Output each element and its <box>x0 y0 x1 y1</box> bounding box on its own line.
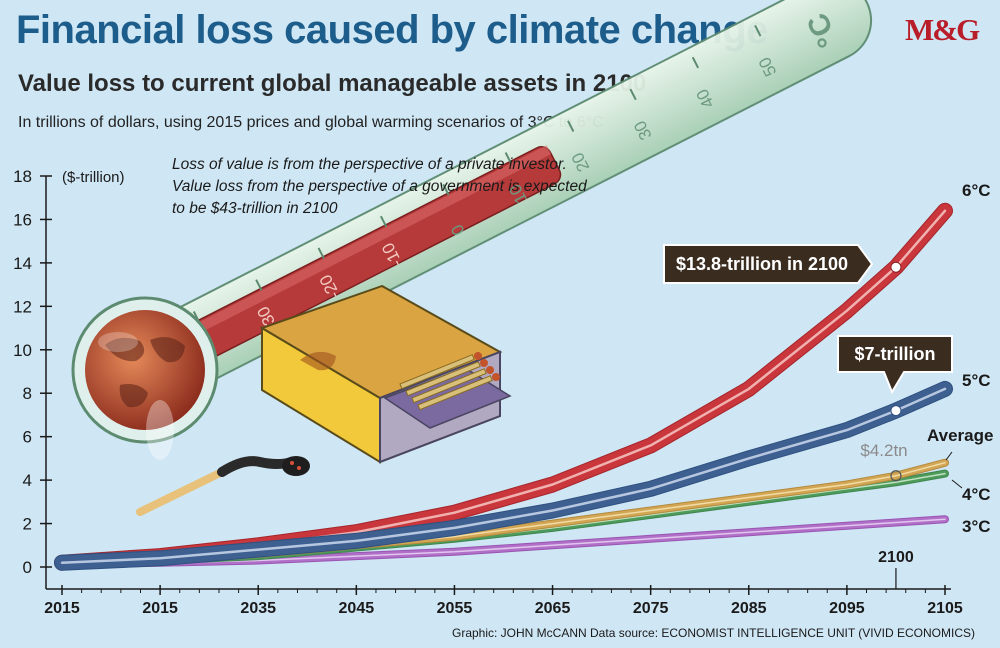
y-tick-label: 16 <box>13 210 32 229</box>
thermometer-tick <box>691 56 700 69</box>
x-tick-label: 2015 <box>142 600 178 617</box>
series-label: Average <box>927 426 993 445</box>
y-axis-label: ($-trillion) <box>62 169 125 186</box>
series-label: 6°C <box>962 181 991 200</box>
series-label: 4°C <box>962 485 991 504</box>
series-label: 5°C <box>962 371 991 390</box>
callout-text-6c: $13.8-trillion in 2100 <box>676 254 848 274</box>
y-tick-label: 4 <box>23 471 32 490</box>
x-tick-label: 2055 <box>437 600 473 617</box>
annotation-layer: $13.8-trillion in 2100 $7-trillion $4.2tn <box>663 244 953 482</box>
y-tick-label: 8 <box>23 384 32 403</box>
burnt-match-illustration <box>136 400 310 516</box>
x-tick-label: 2045 <box>339 600 375 617</box>
matchbox-illustration <box>259 284 512 464</box>
x-tick-label: 2065 <box>535 600 571 617</box>
y-tick-label: 0 <box>23 558 32 577</box>
label-leader <box>951 479 963 489</box>
x-tick-label: 2105 <box>927 600 963 617</box>
thermometer-tick <box>317 247 325 260</box>
thermometer-tick <box>442 183 450 196</box>
y-tick-label: 18 <box>13 167 32 186</box>
thermometer-tick <box>567 120 575 132</box>
x-tick-label: 2085 <box>731 600 767 617</box>
y-tick-label: 10 <box>13 341 32 360</box>
chart-description: In trillions of dollars, using 2015 pric… <box>18 114 604 131</box>
source-credit: Graphic: JOHN McCANN Data source: ECONOM… <box>452 626 975 640</box>
callout-box-6c <box>663 244 874 284</box>
x-tick-label: 2015 <box>44 600 80 617</box>
y-tick-label: 6 <box>23 428 32 447</box>
thermometer-tick <box>754 25 762 37</box>
x-tick-label: 2095 <box>829 600 865 617</box>
globe-bulb <box>85 310 205 430</box>
y-tick-label: 12 <box>13 297 32 316</box>
x-tick-label: 2075 <box>633 600 669 617</box>
chart-subtitle: Value loss to current global manageable … <box>18 70 647 97</box>
annotation-average-value: $4.2tn <box>860 441 907 460</box>
thermometer-tick <box>504 152 512 164</box>
y-tick-label: 14 <box>13 254 32 273</box>
series-layer: 6°C 5°C Average 4°C 3°C <box>54 181 993 571</box>
data-point-5c-2100 <box>890 405 902 417</box>
callout-box-5c <box>837 335 953 395</box>
y-tick-label: 2 <box>23 515 32 534</box>
thermometer-tick <box>255 279 263 291</box>
x-tick-label: 2035 <box>240 600 276 617</box>
data-point-6c-2100 <box>890 261 902 273</box>
mg-logo: M&G <box>905 12 980 47</box>
chart-axes: 0 2 4 6 8 10 12 14 16 18 ($-trillion) 2015 2015 2035 2… <box>13 167 963 617</box>
thermometer-tick <box>629 88 637 101</box>
chart-note: Loss of value is from the perspective of… <box>172 156 587 217</box>
callout-text-5c: $7-trillion <box>854 344 935 364</box>
data-point-average-2100 <box>890 470 902 482</box>
thermometer-tick <box>379 215 388 228</box>
year-marker-label: 2100 <box>878 549 914 566</box>
series-line-highlight <box>60 387 947 564</box>
chart-title: Financial loss caused by climate change <box>16 8 768 52</box>
label-leader <box>945 451 953 461</box>
series-label: 3°C <box>962 517 991 536</box>
